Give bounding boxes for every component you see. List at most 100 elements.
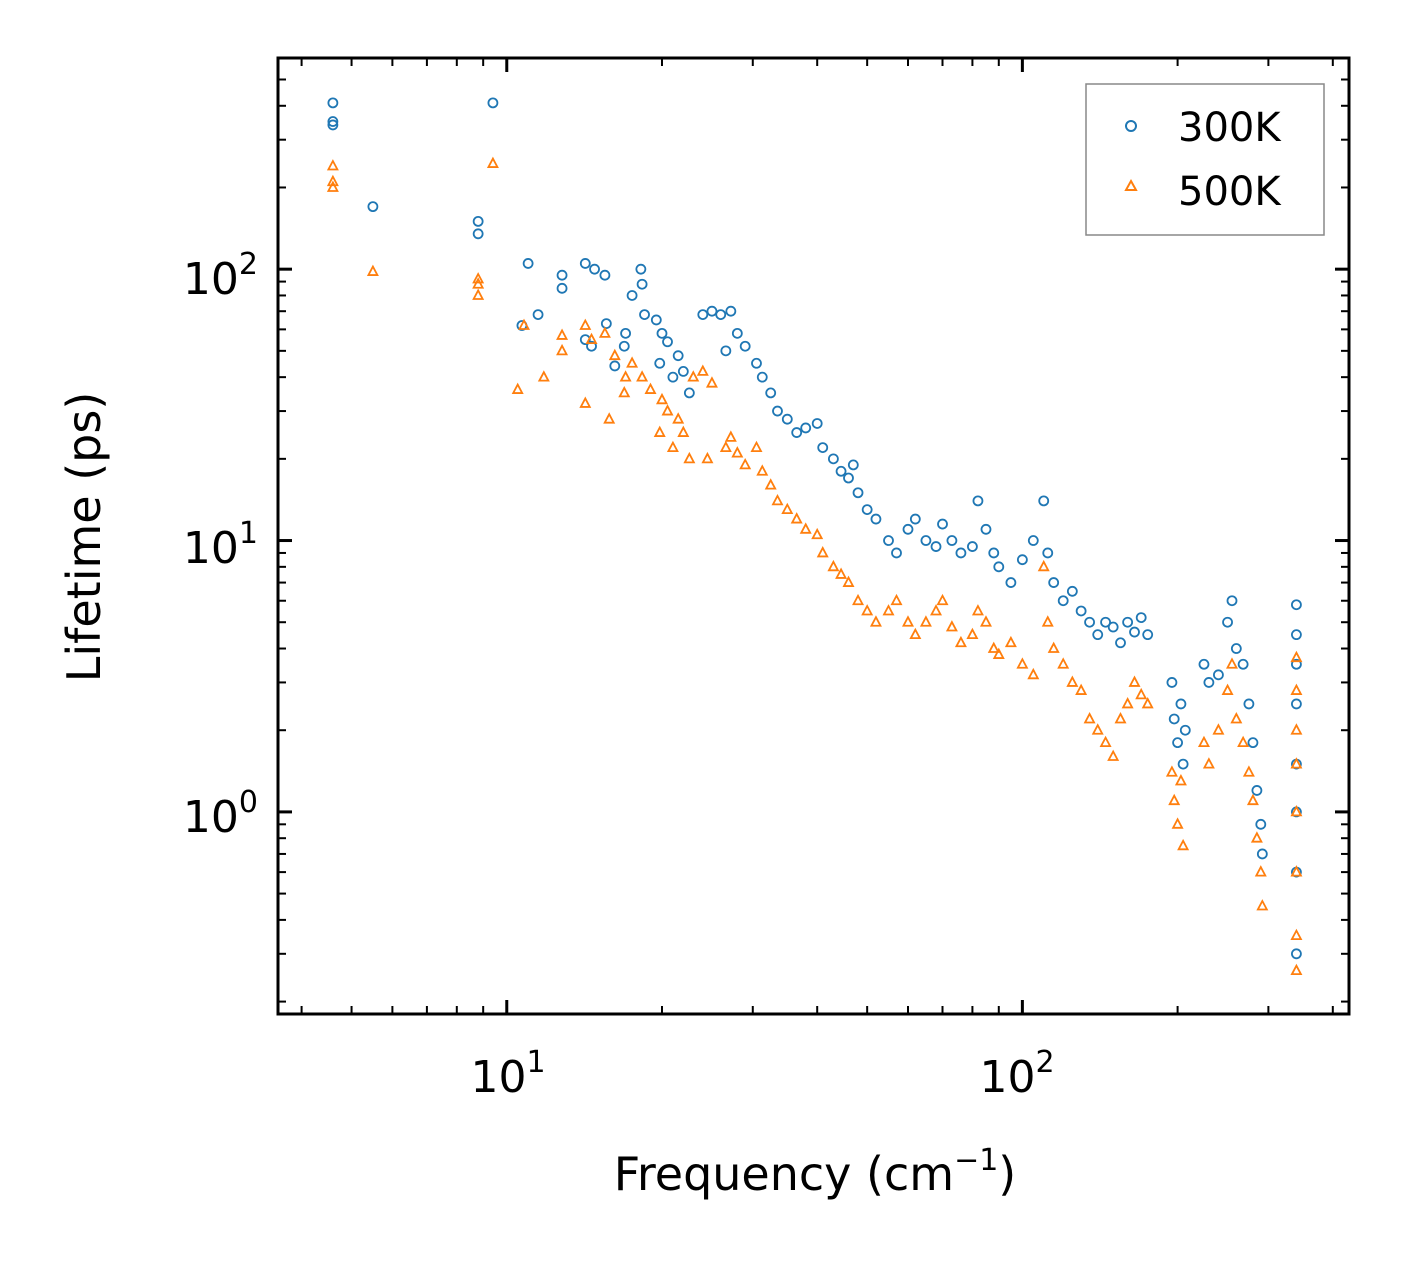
- point-300k: [765, 387, 777, 399]
- legend-label-500k: 500K: [1178, 169, 1282, 215]
- y-tick-label-10-0: 100: [183, 785, 258, 843]
- point-500k: [598, 326, 611, 338]
- point-500k: [936, 593, 949, 606]
- point-500k: [1246, 793, 1259, 806]
- x-tick-10-1-base: 10: [470, 1052, 526, 1103]
- point-500k: [799, 522, 812, 534]
- x-axis-title-end: ): [998, 1147, 1016, 1201]
- point-500k: [655, 392, 668, 405]
- point-300k: [677, 366, 689, 377]
- point-500k: [764, 478, 777, 490]
- point-500k: [1290, 650, 1303, 663]
- point-300k: [706, 305, 718, 317]
- point-500k: [1165, 765, 1178, 777]
- point-500k: [731, 446, 744, 458]
- point-500k: [677, 425, 690, 437]
- point-300k: [1256, 848, 1268, 860]
- y-tick-10-1-exp: 1: [239, 516, 258, 551]
- point-300k: [662, 336, 673, 348]
- y-tick-label-10-1: 101: [183, 516, 258, 574]
- point-300k: [1291, 599, 1302, 611]
- point-300k: [626, 290, 638, 301]
- point-300k: [1048, 577, 1060, 588]
- point-500k: [1099, 735, 1112, 748]
- series-500k: [326, 156, 1303, 976]
- point-300k: [1005, 577, 1017, 588]
- point-500k: [1290, 757, 1303, 769]
- point-500k: [683, 451, 696, 464]
- point-300k: [556, 282, 568, 294]
- point-300k: [697, 309, 709, 321]
- point-500k: [781, 502, 794, 515]
- point-300k: [1057, 595, 1069, 607]
- point-500k: [326, 180, 339, 192]
- point-500k: [653, 425, 666, 437]
- point-500k: [1107, 749, 1120, 761]
- point-500k: [827, 559, 840, 572]
- point-500k: [971, 604, 984, 616]
- point-500k: [992, 647, 1005, 659]
- point-300k: [1255, 818, 1267, 830]
- point-300k: [1175, 698, 1187, 710]
- point-500k: [1290, 723, 1303, 735]
- point-300k: [817, 442, 829, 454]
- y-tick-10-2-exp: 2: [239, 247, 258, 282]
- point-300k: [870, 513, 882, 525]
- point-300k: [993, 561, 1005, 573]
- point-300k: [1230, 643, 1242, 654]
- point-300k: [972, 495, 984, 507]
- legend-marker-500k: [1124, 178, 1138, 191]
- point-300k: [618, 340, 630, 352]
- point-300k: [1172, 737, 1183, 749]
- point-500k: [472, 277, 485, 289]
- point-300k: [739, 340, 751, 352]
- point-300k: [472, 215, 484, 227]
- x-axis-title-sup: −1: [954, 1143, 998, 1178]
- point-300k: [579, 258, 591, 269]
- x-axis-title-main: Frequency (cm: [614, 1147, 954, 1201]
- point-500k: [1128, 675, 1141, 687]
- point-300k: [635, 263, 647, 275]
- legend-box: [1085, 83, 1325, 236]
- x-tick-label-10-2: 102: [979, 1045, 1054, 1103]
- legend: 300K 500K: [1085, 83, 1325, 236]
- point-300k: [522, 258, 534, 269]
- point-300k: [1084, 616, 1095, 628]
- point-500k: [1250, 831, 1263, 843]
- point-300k: [955, 547, 967, 559]
- plot-frame: [276, 56, 1351, 1016]
- point-500k: [869, 615, 882, 627]
- point-300k: [751, 357, 762, 369]
- point-500k: [966, 627, 979, 640]
- point-500k: [1037, 559, 1050, 572]
- point-500k: [1225, 657, 1238, 669]
- point-300k: [1042, 547, 1054, 559]
- point-500k: [579, 396, 592, 408]
- point-500k: [1091, 723, 1104, 735]
- point-300k: [327, 119, 339, 131]
- point-300k: [620, 327, 631, 339]
- point-300k: [1100, 616, 1111, 628]
- point-300k: [327, 97, 339, 109]
- point-500k: [1041, 615, 1054, 627]
- point-500k: [890, 593, 903, 606]
- series-300k: [327, 97, 1302, 960]
- point-500k: [518, 318, 531, 330]
- point-500k: [486, 156, 499, 168]
- point-500k: [861, 604, 874, 616]
- point-300k: [667, 371, 679, 383]
- point-300k: [967, 541, 978, 552]
- point-300k: [772, 405, 783, 417]
- x-tick-label-10-1: 101: [470, 1045, 545, 1103]
- point-300k: [472, 228, 484, 240]
- point-500k: [790, 512, 803, 524]
- point-300k: [1107, 621, 1119, 633]
- point-500k: [901, 615, 914, 627]
- point-300k: [654, 357, 666, 369]
- point-500k: [644, 382, 657, 394]
- point-500k: [701, 451, 714, 464]
- point-300k: [883, 535, 894, 546]
- point-300k: [1177, 758, 1189, 770]
- point-500k: [1177, 838, 1190, 851]
- point-500k: [537, 370, 550, 382]
